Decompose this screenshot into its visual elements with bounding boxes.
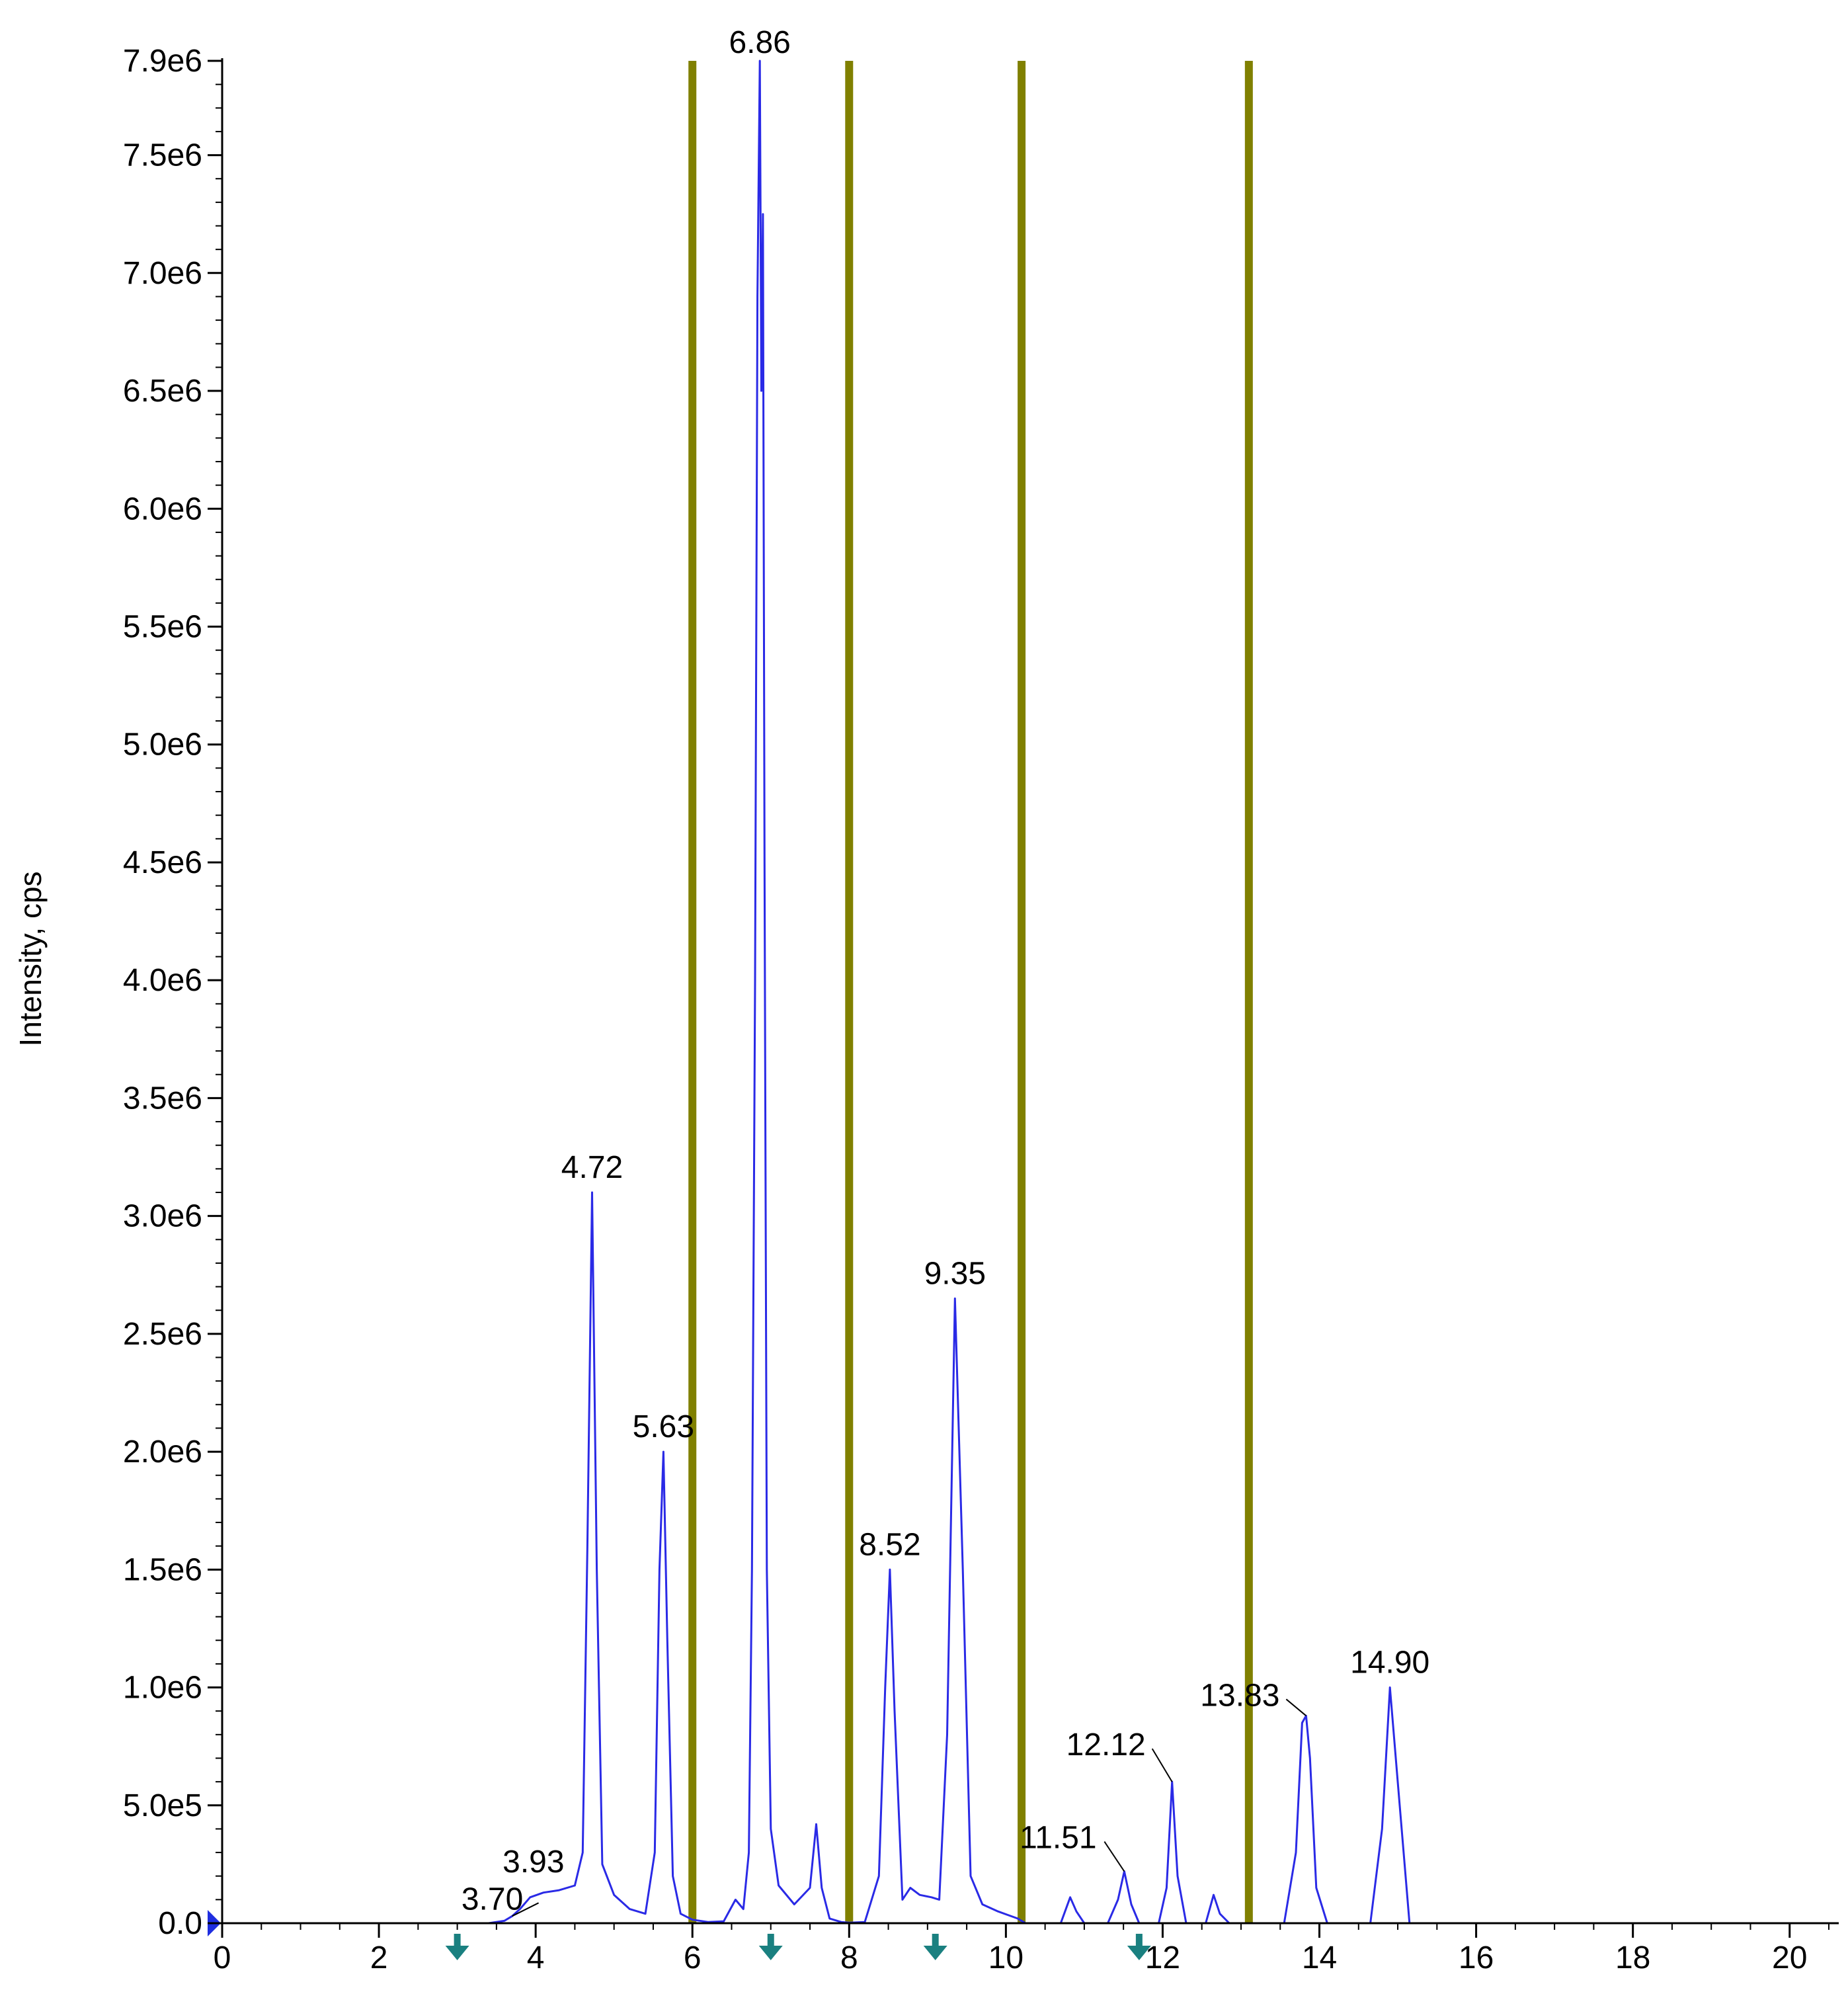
down-arrow-icon <box>923 1934 947 1960</box>
x-tick-label: 4 <box>527 1940 545 1975</box>
y-tick-label: 3.5e6 <box>123 1081 202 1116</box>
arrow-head <box>445 1946 469 1960</box>
series-trace <box>222 60 1829 1925</box>
peak-label: 11.51 <box>1020 1821 1097 1856</box>
peak-label-leader <box>512 1902 540 1917</box>
arrow-shaft <box>454 1934 461 1947</box>
x-tick-label: 6 <box>684 1940 702 1975</box>
peak-label-leader <box>1151 1748 1173 1782</box>
y-tick-label: 1.5e6 <box>123 1552 202 1587</box>
series-line-0 <box>222 60 1829 1925</box>
x-tick-label: 8 <box>840 1940 858 1975</box>
y-tick-label: 2.0e6 <box>123 1434 202 1470</box>
y-tick-label: 6.5e6 <box>123 374 202 409</box>
x-tick-label: 18 <box>1615 1940 1650 1975</box>
x-tick-label: 14 <box>1302 1940 1337 1975</box>
peak-label-leader <box>1104 1841 1125 1872</box>
peak-label: 5.63 <box>633 1409 694 1444</box>
arrow-markers <box>445 1934 1151 1960</box>
y-tick-label: 5.0e5 <box>123 1788 202 1823</box>
peak-label: 14.90 <box>1350 1645 1429 1680</box>
y-tick-label: 5.5e6 <box>123 609 202 644</box>
down-arrow-icon <box>445 1934 469 1960</box>
y-tick-label: 6.0e6 <box>123 491 202 526</box>
peak-label: 3.70 <box>462 1882 523 1917</box>
x-tick-label: 2 <box>370 1940 388 1975</box>
peak-label: 8.52 <box>859 1527 920 1562</box>
peak-label: 13.83 <box>1200 1678 1279 1713</box>
y-tick-label: 4.0e6 <box>123 963 202 998</box>
y-tick-label: 7.9e6 <box>123 44 202 79</box>
y-axis-title: Intensity, cps <box>13 871 48 1046</box>
y-tick-label: 5.0e6 <box>123 727 202 763</box>
y-tick-label: 7.0e6 <box>123 256 202 291</box>
arrow-head <box>758 1946 783 1960</box>
arrow-shaft <box>1135 1934 1143 1947</box>
arrow-shaft <box>767 1934 774 1947</box>
down-arrow-icon <box>1127 1934 1151 1960</box>
peak-label: 3.93 <box>502 1845 564 1880</box>
peak-label-leader <box>1285 1698 1307 1717</box>
arrow-shaft <box>932 1934 939 1947</box>
peak-label: 9.35 <box>924 1256 986 1291</box>
arrow-head <box>923 1946 947 1960</box>
x-tick-label: 20 <box>1772 1940 1807 1975</box>
y-tick-label: 1.0e6 <box>123 1671 202 1706</box>
x-tick-label: 16 <box>1459 1940 1494 1975</box>
down-arrow-icon <box>758 1934 783 1960</box>
x-tick-label: 12 <box>1145 1940 1180 1975</box>
peak-label: 12.12 <box>1066 1727 1146 1762</box>
x-tick-label: 0 <box>214 1940 231 1975</box>
x-tick-label: 10 <box>988 1940 1024 1975</box>
vertical-marker-lines <box>688 61 1253 1923</box>
peak-labels: 3.703.93 4.72 5.63 6.86 8.52 9.35 11.51 12.12 13… <box>462 25 1429 1917</box>
y-tick-label: 2.5e6 <box>123 1317 202 1352</box>
y-tick-label: 7.5e6 <box>123 138 202 173</box>
axes: 0 2 4 6 8 10 12 14 16 18 20 0.0 5.0e5 1.0e6 1.5e6 2.0e6… <box>123 44 1839 1975</box>
peak-label: 4.72 <box>561 1150 623 1185</box>
y-tick-label: 0.0 <box>158 1906 202 1941</box>
y-tick-label: 4.5e6 <box>123 845 202 880</box>
arrow-head <box>1127 1946 1151 1960</box>
y-tick-label: 3.0e6 <box>123 1199 202 1234</box>
peak-label: 6.86 <box>729 25 790 60</box>
